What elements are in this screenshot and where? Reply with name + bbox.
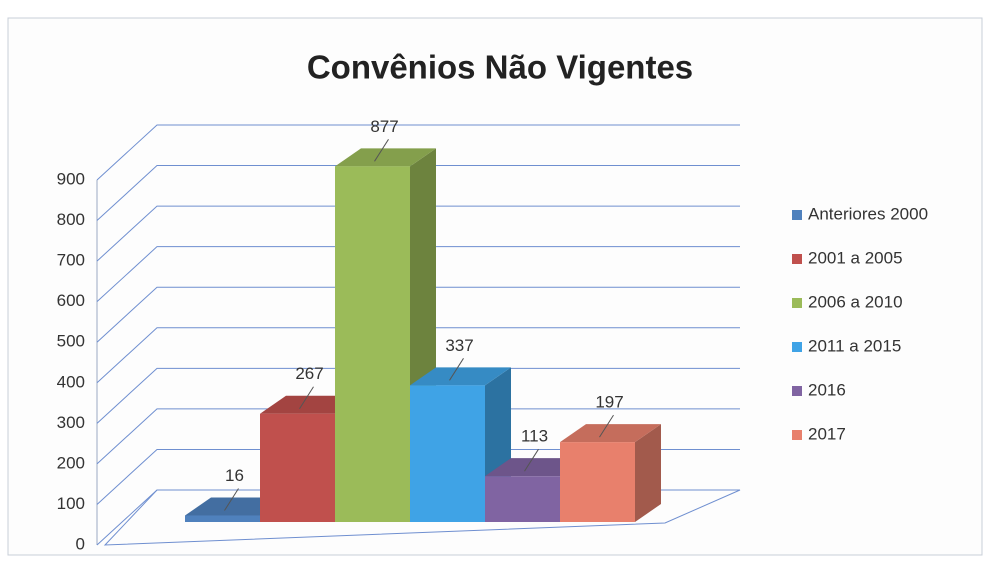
label-leader: [224, 488, 239, 511]
bar: [185, 515, 260, 522]
legend-label: 2011 a 2015: [808, 336, 901, 355]
legend-swatch: [792, 342, 802, 352]
y-tick-label: 800: [57, 210, 85, 229]
y-tick-label: 200: [57, 453, 85, 472]
legend-label: 2017: [808, 424, 846, 443]
y-tick-label: 700: [57, 251, 85, 270]
bar: [410, 385, 485, 522]
legend-label: 2001 a 2005: [808, 248, 903, 267]
y-tick-label: 400: [57, 372, 85, 391]
bar-top: [410, 367, 511, 386]
grid-line: [96, 205, 740, 262]
bar: [560, 442, 635, 522]
data-label: 877: [370, 117, 398, 136]
label-leader: [374, 139, 389, 162]
label-leader: [524, 448, 539, 472]
data-label: 267: [295, 364, 323, 383]
grid-line: [96, 408, 740, 465]
bar-top: [560, 424, 661, 443]
y-tick-label: 600: [57, 291, 85, 310]
legend-label: Anteriores 2000: [808, 204, 928, 223]
label-leader: [449, 358, 464, 381]
bar: [335, 166, 410, 523]
bar: [260, 413, 335, 522]
legend-swatch: [792, 386, 802, 396]
data-label: 16: [225, 466, 244, 485]
data-label: 113: [521, 427, 548, 446]
bar-top: [335, 148, 436, 167]
grid-line: [96, 448, 740, 505]
y-tick-label: 900: [57, 169, 85, 188]
label-leader: [299, 386, 314, 409]
grid-line: [96, 367, 740, 424]
bar: [485, 476, 560, 522]
label-leader: [599, 414, 614, 438]
legend-label: 2006 a 2010: [808, 292, 903, 311]
grid-line: [96, 246, 740, 303]
floor: [103, 489, 741, 546]
legend-swatch: [792, 298, 802, 308]
grid-line: [96, 327, 740, 384]
legend-swatch: [792, 430, 802, 440]
y-tick-label: 100: [57, 494, 85, 513]
chart-title: Convênios Não Vigentes: [307, 49, 693, 86]
data-label: 197: [595, 393, 623, 412]
grid-line: [96, 286, 740, 343]
legend-swatch: [792, 254, 802, 264]
y-tick-label: 500: [57, 332, 85, 351]
y-tick-label: 0: [76, 534, 85, 553]
y-tick-label: 300: [57, 413, 85, 432]
legend-label: 2016: [808, 380, 846, 399]
grid-line: [96, 165, 740, 221]
bar-side: [635, 424, 661, 522]
legend-swatch: [792, 210, 802, 220]
data-label: 337: [445, 336, 473, 355]
grid-line: [96, 124, 740, 181]
